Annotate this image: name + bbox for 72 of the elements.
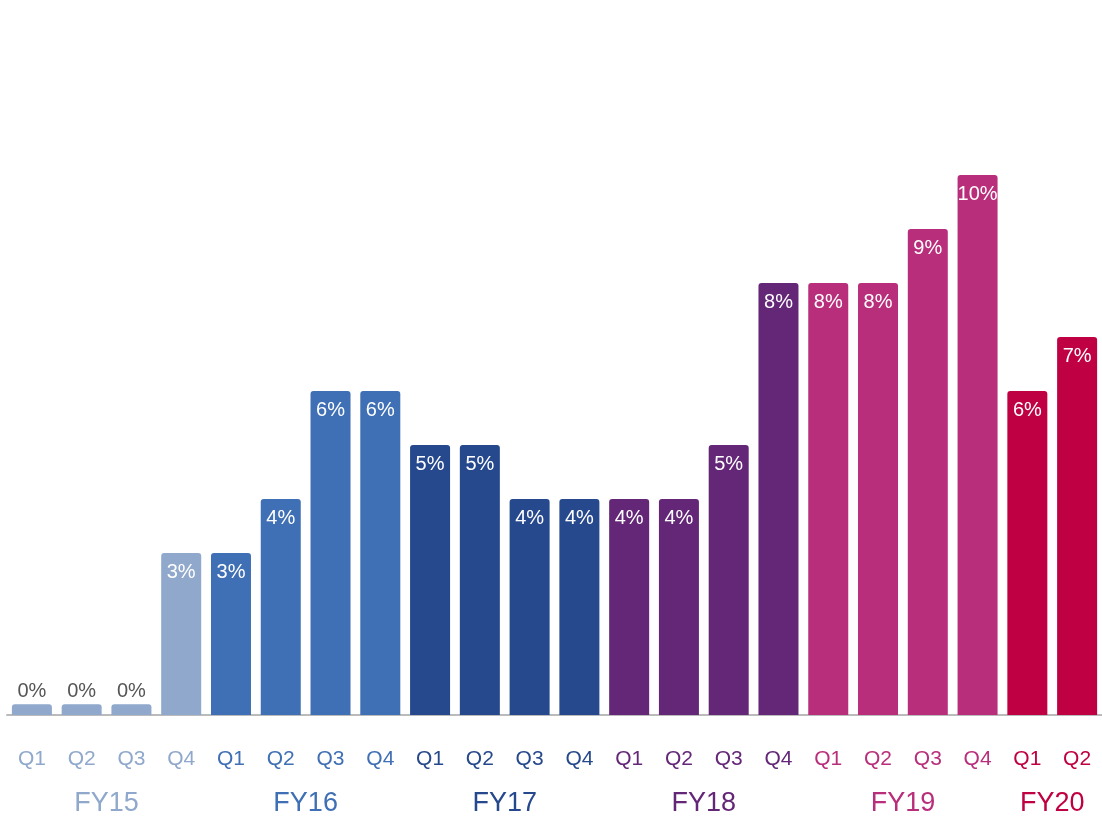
bar	[907, 229, 948, 715]
bar	[559, 499, 600, 715]
data-label: 6%	[316, 398, 346, 420]
bar	[260, 499, 301, 715]
x-tick-label: Q1	[416, 746, 445, 769]
x-tick-label: Q2	[1063, 746, 1092, 769]
bar	[459, 445, 500, 715]
bar	[658, 499, 699, 715]
data-label: 0%	[67, 679, 97, 702]
bar	[808, 283, 849, 715]
text: FY20	[1019, 787, 1085, 817]
data-label: 3%	[216, 560, 246, 582]
data-label: 0%	[17, 679, 47, 702]
data-label: 7%	[1062, 344, 1092, 366]
bar	[61, 704, 102, 715]
x-tick-label: Q4	[167, 746, 196, 769]
bar	[1057, 337, 1098, 715]
bar	[310, 391, 351, 715]
data-label: 6%	[1012, 398, 1043, 420]
bar	[708, 445, 749, 715]
x-tick-label: Q1	[216, 746, 245, 769]
x-tick-label: Q1	[814, 746, 843, 769]
bar	[161, 553, 202, 715]
bar	[1007, 391, 1048, 715]
bar	[11, 704, 52, 715]
text: FY19	[870, 787, 936, 817]
x-tick-label: Q1	[17, 746, 46, 769]
data-label: 4%	[564, 506, 595, 528]
data-label: 8%	[863, 290, 893, 312]
data-label: 5%	[465, 452, 495, 474]
text: FY17	[472, 787, 537, 817]
x-tick-label: Q2	[266, 746, 295, 769]
data-label: 10%	[957, 182, 998, 204]
x-tick-label: Q4	[366, 746, 395, 769]
bar	[410, 445, 451, 715]
x-tick-label: Q2	[664, 746, 693, 769]
x-tick-label: Q3	[316, 746, 345, 769]
data-label: 5%	[714, 452, 744, 474]
x-tick-label: Q2	[67, 746, 96, 769]
bar	[360, 391, 401, 715]
x-tick-label: Q1	[1013, 746, 1042, 769]
data-label: 4%	[266, 506, 296, 528]
x-tick-label: Q4	[565, 746, 594, 769]
data-label: 4%	[515, 506, 545, 528]
bar	[111, 704, 152, 715]
bar	[210, 553, 251, 715]
x-tick-label: Q3	[714, 746, 743, 769]
text: FY18	[671, 787, 737, 817]
data-label: 5%	[415, 452, 445, 474]
x-tick-label: Q3	[913, 746, 942, 769]
data-label: 3%	[166, 560, 196, 582]
text: FY15	[74, 787, 139, 817]
data-label: 9%	[913, 236, 943, 258]
data-label: 4%	[664, 506, 694, 528]
bar	[858, 283, 899, 715]
x-tick-label: Q4	[764, 746, 793, 769]
data-label: 0%	[116, 679, 147, 702]
x-tick-label: Q3	[117, 746, 146, 769]
data-label: 4%	[614, 506, 644, 528]
data-label: 8%	[813, 290, 843, 312]
data-label: 6%	[365, 398, 395, 420]
bar	[509, 499, 550, 715]
x-tick-label: Q3	[515, 746, 544, 769]
data-label: 8%	[764, 290, 794, 312]
bar	[758, 283, 799, 715]
x-tick-label: Q4	[963, 746, 992, 769]
text: FY16	[273, 787, 338, 817]
bar	[957, 175, 998, 715]
bar	[609, 499, 650, 715]
x-tick-label: Q1	[615, 746, 644, 769]
x-tick-label: Q2	[864, 746, 893, 769]
x-tick-label: Q2	[465, 746, 494, 769]
